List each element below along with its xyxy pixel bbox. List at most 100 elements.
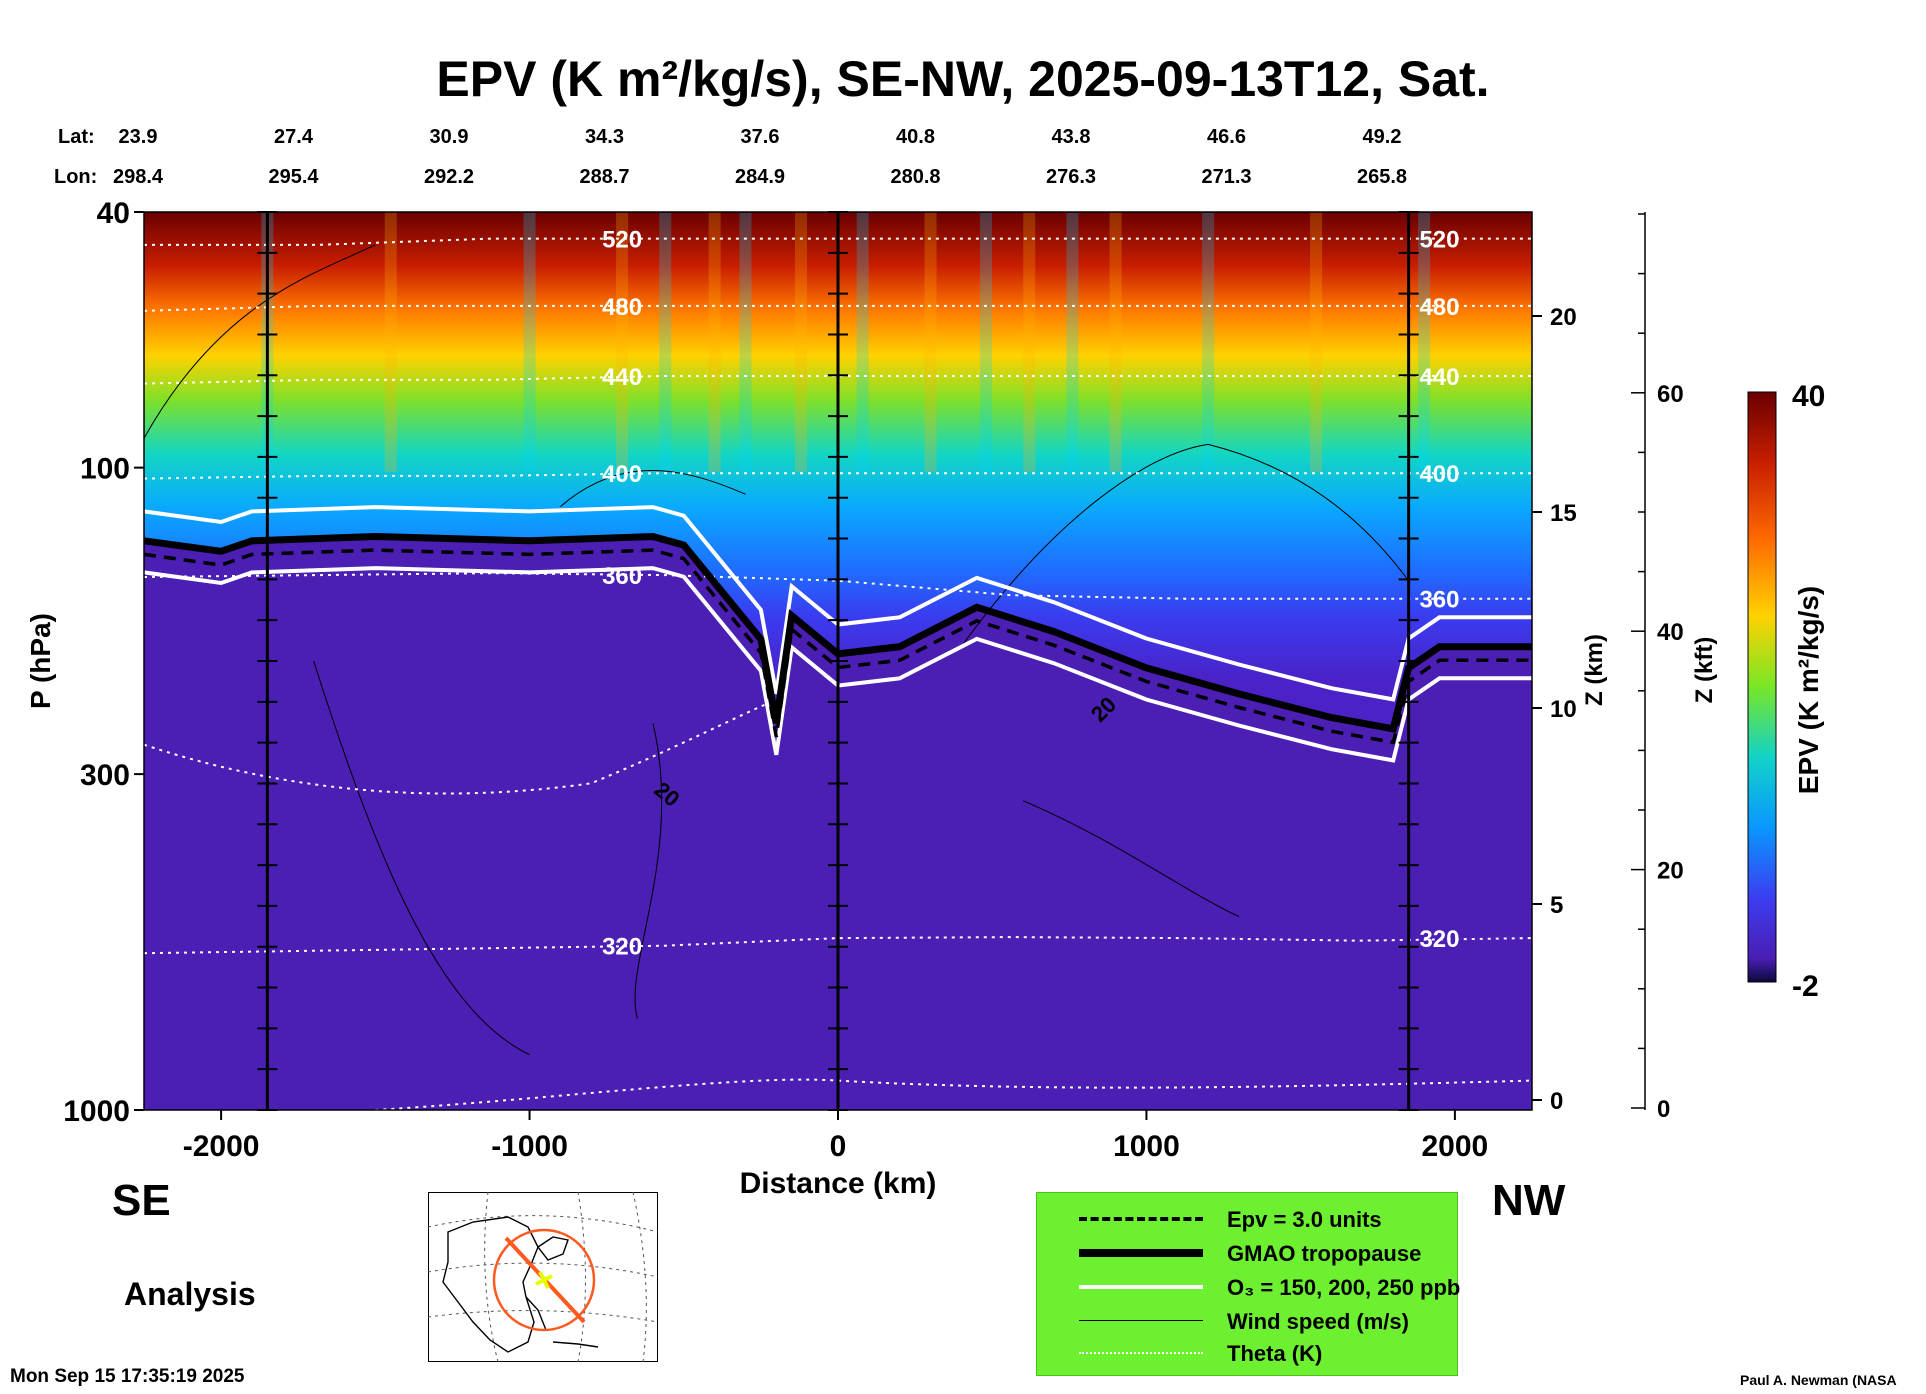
- z-km-tick-label: 0: [1550, 1088, 1563, 1115]
- legend-item-ozone: O₃ = 150, 200, 250 ppb: [1037, 1273, 1461, 1305]
- legend-item-epv: Epv = 3.0 units: [1037, 1205, 1457, 1237]
- legend-item-tropopause: GMAO tropopause: [1037, 1239, 1457, 1271]
- lat-value: 43.8: [1051, 126, 1091, 148]
- lon-label: Lon:: [54, 166, 98, 188]
- theta-contour: [375, 1078, 1533, 1111]
- x-axis-label: Distance (km): [740, 1167, 937, 1200]
- z-km-axis-label: Z (km): [1581, 634, 1608, 706]
- epv-streak: [1310, 212, 1323, 472]
- theta-label: 440: [1419, 364, 1459, 391]
- epv-streak: [1023, 212, 1036, 472]
- theta-label: 520: [1419, 227, 1459, 254]
- epv-streak: [794, 212, 807, 472]
- lat-value: 46.6: [1207, 126, 1246, 148]
- colorbar-label: EPV (K m²/kg/s): [1793, 586, 1824, 794]
- theta-label: 440: [602, 364, 642, 391]
- epv-streak: [1109, 212, 1122, 472]
- lat-value: 34.3: [585, 126, 624, 148]
- epv-3-contour: [143, 548, 1532, 745]
- wind-speed-contour: [143, 244, 376, 439]
- footer-timestamp: Mon Sep 15 17:35:19 2025: [10, 1366, 245, 1387]
- lon-value: 292.2: [423, 166, 475, 188]
- theta-label: 480: [602, 294, 642, 321]
- z-kft-tick-label: 40: [1657, 619, 1684, 646]
- epv-streak: [523, 212, 536, 472]
- lon-value: 288.7: [579, 166, 630, 188]
- lat-value: 23.9: [118, 126, 158, 148]
- inset-map: [428, 1192, 658, 1362]
- theta-label: 400: [1419, 461, 1459, 488]
- lon-value: 276.3: [1045, 166, 1097, 188]
- lat-label: Lat:: [58, 126, 95, 148]
- colorbar-min-label: -2: [1792, 970, 1819, 1003]
- legend-text: Wind speed (m/s): [1227, 1309, 1409, 1334]
- theta-label: 320: [1419, 926, 1459, 953]
- lon-value: 280.8: [890, 166, 941, 188]
- x-tick-label: -1000: [491, 1130, 568, 1163]
- epv-streak: [856, 212, 869, 472]
- lat-value: 30.9: [429, 126, 469, 148]
- z-km-tick-label: 10: [1550, 696, 1577, 723]
- wind-speed-contour: [313, 660, 530, 1056]
- x-tick-label: 1000: [1113, 1130, 1180, 1163]
- colorbar: [1747, 391, 1777, 983]
- z-kft-axis-label: Z (kft): [1691, 637, 1718, 704]
- epv-streak: [739, 212, 752, 472]
- wind-speed-contour: [634, 723, 663, 1019]
- wind-speed-contour: [1022, 800, 1240, 918]
- chart-title: EPV (K m²/kg/s), SE-NW, 2025-09-13T12, S…: [436, 51, 1490, 107]
- legend-item-wind: Wind speed (m/s): [1037, 1307, 1457, 1339]
- y-axis-label: P (hPa): [25, 613, 56, 709]
- lat-value: 40.8: [896, 126, 935, 148]
- y-tick-label: 100: [80, 453, 130, 486]
- lon-value: 295.4: [268, 166, 319, 188]
- epv-streak: [1066, 212, 1079, 472]
- epv-streak: [1202, 212, 1215, 472]
- legend-text: GMAO tropopause: [1227, 1241, 1422, 1266]
- footer-credit: Paul A. Newman (NASA: [1740, 1372, 1897, 1388]
- epv-streak: [980, 212, 993, 472]
- theta-label: 360: [1419, 587, 1459, 614]
- wind-speed-contour: [960, 443, 1410, 647]
- y-tick-label: 40: [97, 197, 130, 230]
- theta-label: 320: [602, 934, 642, 961]
- direction-label-se: SE: [112, 1176, 171, 1225]
- lon-value: 265.8: [1356, 166, 1408, 188]
- x-tick-label: -2000: [183, 1130, 260, 1163]
- x-tick-label: 2000: [1422, 1130, 1489, 1163]
- lon-value: 271.3: [1201, 166, 1252, 188]
- theta-label: 400: [602, 461, 642, 488]
- chart-legend: Epv = 3.0 units GMAO tropopause O₃ = 150…: [1036, 1192, 1461, 1376]
- z-kft-tick-label: 0: [1657, 1096, 1670, 1123]
- legend-text: O₃ = 150, 200, 250 ppb: [1227, 1275, 1461, 1300]
- direction-label-nw: NW: [1492, 1176, 1566, 1225]
- legend-text: Epv = 3.0 units: [1227, 1207, 1382, 1232]
- legend-item-theta: Theta (K): [1037, 1339, 1457, 1371]
- theta-label: 520: [602, 227, 642, 254]
- epv-streak: [708, 212, 721, 472]
- y-tick-label: 300: [80, 759, 130, 792]
- z-kft-tick-label: 60: [1657, 381, 1684, 408]
- y-tick-label: 1000: [63, 1095, 130, 1128]
- lat-value: 27.4: [274, 126, 313, 148]
- lat-value: 49.2: [1362, 126, 1402, 148]
- analysis-label: Analysis: [124, 1276, 256, 1312]
- theta-contour: [143, 699, 777, 795]
- z-kft-tick-label: 20: [1657, 858, 1684, 885]
- epv-streak: [924, 212, 937, 472]
- x-tick-label: 0: [830, 1130, 847, 1163]
- epv-streak: [384, 212, 397, 472]
- z-km-tick-label: 5: [1550, 892, 1563, 919]
- epv-streak: [1418, 212, 1431, 472]
- epv-streak: [616, 212, 629, 472]
- lat-value: 37.6: [740, 126, 780, 148]
- legend-text: Theta (K): [1227, 1341, 1323, 1366]
- z-km-tick-label: 15: [1550, 500, 1577, 527]
- epv-streak: [659, 212, 672, 472]
- colorbar-max-label: 40: [1792, 380, 1825, 413]
- wind-speed-contour: [560, 470, 746, 507]
- lon-value: 298.4: [112, 166, 164, 188]
- theta-label: 480: [1419, 294, 1459, 321]
- z-km-tick-label: 20: [1550, 304, 1577, 331]
